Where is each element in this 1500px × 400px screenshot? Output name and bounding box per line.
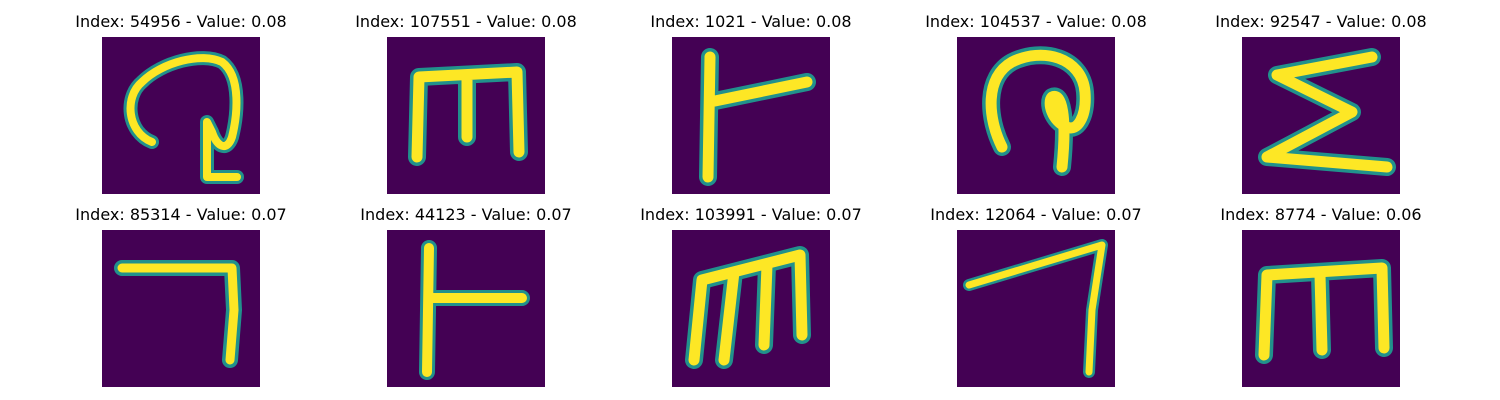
- m-shape-glyph: [1255, 259, 1393, 364]
- panel-title: Index: 1021 - Value: 0.08: [650, 12, 852, 31]
- corner-glyph: [114, 260, 242, 368]
- seven-glyph: [963, 239, 1108, 378]
- panel: Index: 107551 - Value: 0.08: [336, 12, 596, 197]
- panel: Index: 103991 - Value: 0.07: [621, 205, 881, 390]
- digit-image: [102, 230, 260, 387]
- panel: Index: 1021 - Value: 0.08: [621, 12, 881, 197]
- digit-image: [387, 37, 545, 194]
- digit-image: [102, 37, 260, 194]
- digit-image: [672, 230, 830, 387]
- panel: Index: 85314 - Value: 0.07: [51, 205, 311, 390]
- panel: Index: 8774 - Value: 0.06: [1191, 205, 1451, 390]
- digit-image: [387, 230, 545, 387]
- panel-title: Index: 103991 - Value: 0.07: [640, 205, 862, 224]
- panel-title: Index: 107551 - Value: 0.08: [355, 12, 577, 31]
- panel: Index: 44123 - Value: 0.07: [336, 205, 596, 390]
- panel-title: Index: 92547 - Value: 0.08: [1215, 12, 1427, 31]
- panel-title: Index: 44123 - Value: 0.07: [360, 205, 572, 224]
- panel-title: Index: 8774 - Value: 0.06: [1220, 205, 1422, 224]
- t-sideways-glyph: [419, 240, 530, 380]
- hook-glyph: [982, 46, 1095, 176]
- digit-image: [672, 37, 830, 194]
- panel-title: Index: 12064 - Value: 0.07: [930, 205, 1142, 224]
- panel: Index: 54956 - Value: 0.08: [51, 12, 311, 197]
- panel-title: Index: 54956 - Value: 0.08: [75, 12, 287, 31]
- m-shape-glyph: [408, 63, 528, 166]
- digit-image: [957, 230, 1115, 387]
- digit-image: [1242, 37, 1400, 194]
- t-sideways-glyph: [699, 48, 816, 186]
- m-slanted-glyph: [685, 246, 811, 369]
- digit-image: [957, 37, 1115, 194]
- digit-image: [1242, 230, 1400, 387]
- swirl-glyph: [123, 51, 244, 184]
- panel: Index: 104537 - Value: 0.08: [906, 12, 1166, 197]
- panel-title: Index: 104537 - Value: 0.08: [925, 12, 1147, 31]
- panel: Index: 92547 - Value: 0.08: [1191, 12, 1451, 197]
- sigma-glyph: [1258, 48, 1396, 176]
- panel-title: Index: 85314 - Value: 0.07: [75, 205, 287, 224]
- panel: Index: 12064 - Value: 0.07: [906, 205, 1166, 390]
